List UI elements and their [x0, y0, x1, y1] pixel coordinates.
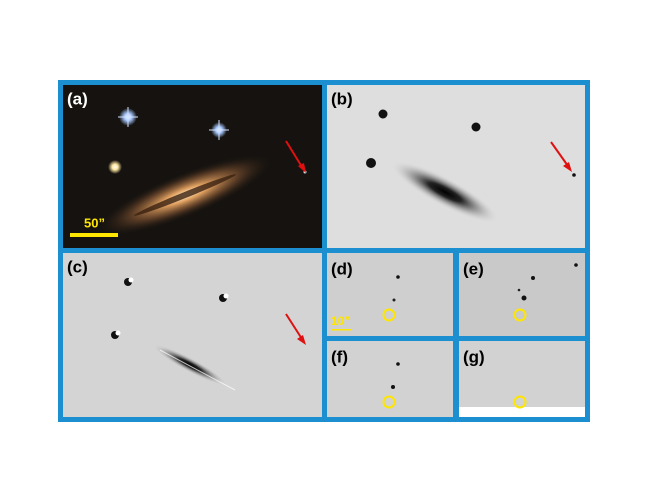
panel-label: (d): [331, 259, 353, 278]
panel-f: (f): [327, 341, 453, 417]
panel-label: (g): [463, 347, 485, 366]
panel-c: (c): [63, 253, 322, 417]
scale-bar-label: 50”: [84, 215, 105, 230]
panel-label: (c): [67, 257, 88, 276]
panel-label: (a): [67, 89, 88, 108]
panel-d: (d) 10”: [327, 253, 453, 336]
panel-label: (f): [331, 347, 348, 366]
panel-b: (b): [327, 85, 585, 248]
panel-label: (e): [463, 259, 484, 278]
panel-e: (e): [459, 253, 585, 336]
panel-g: (g): [459, 341, 585, 417]
panel-label: (b): [331, 89, 353, 108]
panel-a: (a) 50”: [63, 85, 322, 248]
scale-bar-label: 10”: [331, 314, 350, 328]
